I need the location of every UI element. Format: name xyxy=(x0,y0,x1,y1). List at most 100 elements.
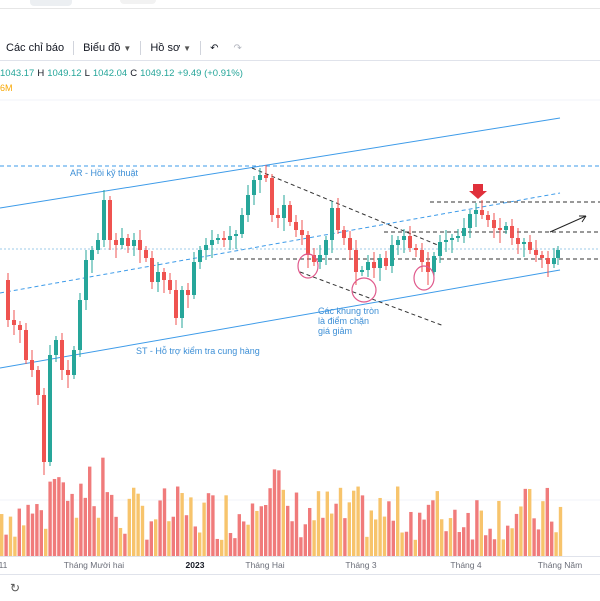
candle-body xyxy=(30,360,34,370)
projection-arrowhead xyxy=(579,215,587,223)
candle-body xyxy=(456,236,460,238)
profile-menu-button[interactable]: Hồ sơ ▼ xyxy=(144,36,197,60)
volume-bar xyxy=(66,500,70,556)
toolbar-divider xyxy=(140,41,142,55)
bottom-bar: ↻ xyxy=(0,574,600,601)
candle-body xyxy=(54,340,58,355)
volume-bar xyxy=(308,507,312,556)
volume-bar xyxy=(96,517,101,556)
down-arrow-icon xyxy=(469,184,487,199)
candle-body xyxy=(246,195,250,215)
candle-body xyxy=(6,280,10,320)
candle-body xyxy=(282,205,286,218)
volume-bar xyxy=(52,478,57,556)
chart-menu-button[interactable]: Biểu đồ ▼ xyxy=(77,36,137,60)
downtrend-line xyxy=(251,167,441,247)
volume-bar xyxy=(259,506,263,556)
volume-bar xyxy=(30,513,35,556)
candle-body xyxy=(462,228,466,236)
candle-body xyxy=(180,290,184,318)
volume-bar xyxy=(409,511,413,556)
volume-bar xyxy=(294,492,299,556)
volume-bar xyxy=(352,490,356,556)
volume-bar xyxy=(198,532,202,556)
candle-body xyxy=(108,200,112,240)
volume-bar xyxy=(272,469,277,556)
chevron-down-icon: ▼ xyxy=(183,43,192,53)
volume-bar xyxy=(462,527,466,556)
volume-bar xyxy=(44,528,48,556)
candle-body xyxy=(126,238,130,246)
middle-channel-line xyxy=(0,192,561,294)
upper-channel-line xyxy=(0,117,561,209)
volume-bar xyxy=(523,488,527,556)
candle-body xyxy=(552,258,556,264)
candle-body xyxy=(60,340,64,370)
support-annotation[interactable]: ST - Hỗ trợ kiểm tra cung hàng xyxy=(136,346,260,356)
volume-bar xyxy=(140,505,145,556)
top-tab[interactable] xyxy=(30,0,72,6)
candle-body xyxy=(120,238,124,245)
volume-bar xyxy=(206,493,211,556)
volume-bar xyxy=(74,517,79,556)
redo-icon: ↷ xyxy=(233,42,242,54)
volume-bar xyxy=(237,514,241,556)
candle-body xyxy=(222,238,226,240)
circles-annotation-line-3: giá giảm xyxy=(318,326,353,336)
volume-bar xyxy=(26,504,30,556)
candle-body xyxy=(306,235,310,255)
volume-bar xyxy=(154,519,158,556)
volume-bar xyxy=(176,486,180,556)
time-axis[interactable]: 11 Tháng Mười hai 2023 Tháng Hai Tháng 3… xyxy=(0,556,600,573)
volume-bar xyxy=(202,502,206,556)
volume-bar xyxy=(83,497,87,556)
volume-bar xyxy=(110,494,114,556)
volume-bar xyxy=(444,531,448,556)
top-tab-2[interactable] xyxy=(120,0,156,4)
volume-bar xyxy=(281,489,285,556)
volume-bar xyxy=(378,497,382,556)
volume-bar xyxy=(374,519,378,556)
volume-bar xyxy=(418,512,422,556)
volume-bar xyxy=(286,505,290,556)
volume-bar xyxy=(475,500,479,556)
candle-body xyxy=(234,234,238,236)
volume-bar xyxy=(448,518,453,556)
candle-body xyxy=(78,300,82,350)
reset-chart-icon[interactable]: ↻ xyxy=(10,581,21,595)
volume-bar xyxy=(211,495,215,556)
circles-annotation-line-1: Các khung tròn xyxy=(318,306,380,316)
redo-button[interactable]: ↷ xyxy=(227,36,250,60)
volume-bar xyxy=(233,538,237,556)
candle-body xyxy=(330,208,334,240)
volume-bar xyxy=(532,518,536,556)
candle-body xyxy=(96,240,100,250)
volume-bar xyxy=(4,534,8,556)
x-tick-label: 2023 xyxy=(185,560,205,570)
candle-body xyxy=(390,245,394,266)
volume-bar xyxy=(118,527,123,556)
low-value: 1042.04 xyxy=(92,68,128,79)
candle-body xyxy=(342,230,346,238)
candle-body xyxy=(312,255,316,262)
price-floor-circle xyxy=(413,265,435,291)
volume-bar xyxy=(101,457,105,556)
volume-bar xyxy=(303,524,307,556)
volume-bar xyxy=(492,539,497,556)
volume-bar xyxy=(312,520,316,556)
undo-button[interactable]: ↶ xyxy=(204,36,227,60)
volume-bar xyxy=(189,497,193,556)
volume-bar xyxy=(277,470,281,556)
resistance-annotation[interactable]: AR - Hồi kỹ thuật xyxy=(70,168,139,178)
volume-bar xyxy=(92,506,96,556)
volume-bar xyxy=(220,539,224,556)
price-chart[interactable] xyxy=(0,0,600,556)
volume-bar xyxy=(57,477,61,556)
candle-body xyxy=(138,240,142,250)
candle-body xyxy=(498,228,502,230)
x-tick-label: 11 xyxy=(0,560,8,570)
candle-body xyxy=(474,210,478,214)
indicators-button[interactable]: Các chỉ báo xyxy=(0,36,70,60)
circles-annotation[interactable]: Các khung tròn là điểm chặn giá giảm xyxy=(318,306,379,336)
candle-body xyxy=(132,240,136,246)
